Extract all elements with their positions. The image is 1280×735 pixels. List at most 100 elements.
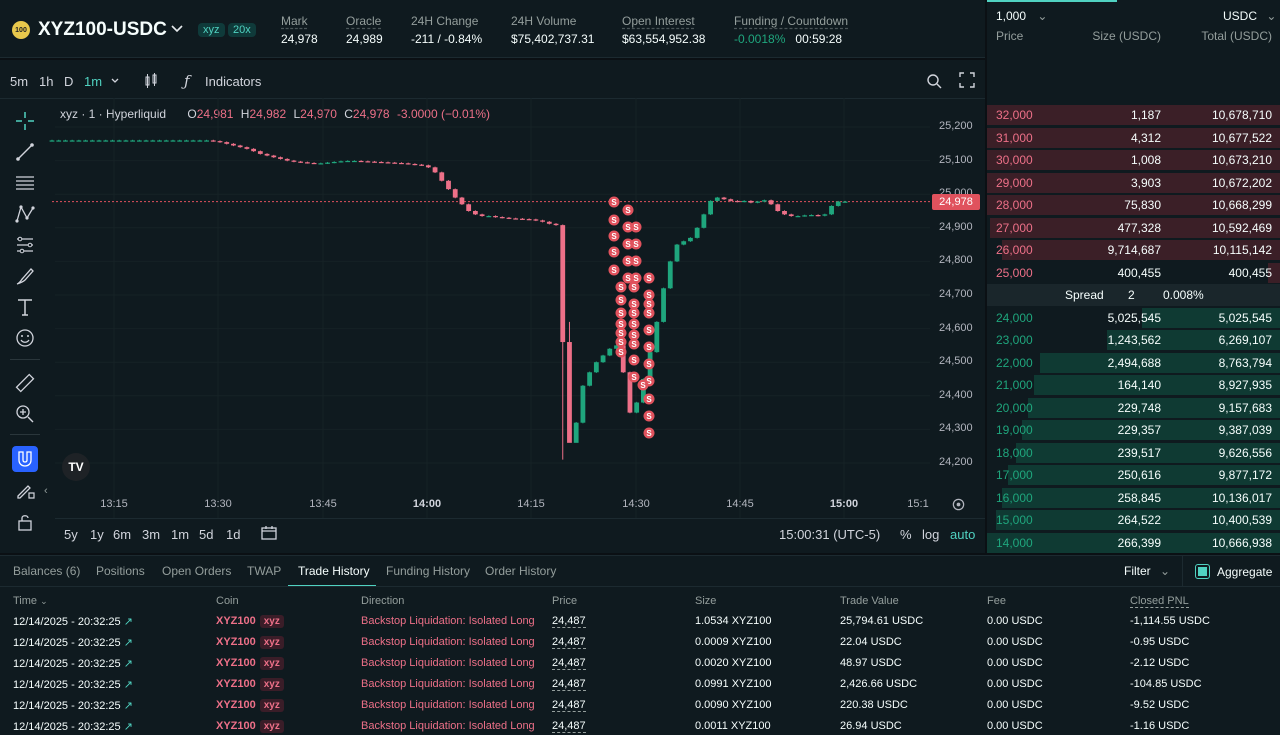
bid-row[interactable]: 23,000 1,243,562 6,269,107 xyxy=(987,329,1280,351)
ask-row[interactable]: 28,000 75,830 10,668,299 xyxy=(987,194,1280,216)
ask-row[interactable]: 29,000 3,903 10,672,202 xyxy=(987,172,1280,194)
market-symbol[interactable]: XYZ100-USDC xyxy=(38,19,167,40)
interval-5m[interactable]: 5m xyxy=(10,74,29,89)
trade-coin[interactable]: XYZ100 xyz xyxy=(216,678,284,691)
lock-icon[interactable] xyxy=(12,509,38,535)
fib-lines-icon[interactable] xyxy=(12,170,38,196)
settings-icon[interactable] xyxy=(951,497,966,515)
bid-row[interactable]: 14,000 266,399 10,666,938 xyxy=(987,532,1280,554)
external-link-icon[interactable]: ↗ xyxy=(123,637,133,649)
candle-body xyxy=(432,167,438,173)
interval-1m[interactable]: 1m xyxy=(84,74,103,89)
bid-total: 6,269,107 xyxy=(1218,333,1272,347)
screenshot-icon[interactable] xyxy=(925,71,943,92)
bid-row[interactable]: 18,000 239,517 9,626,556 xyxy=(987,442,1280,464)
bid-price: 21,000 xyxy=(996,378,1033,392)
tick-size-select[interactable]: 1,000 ⌄ xyxy=(996,9,1048,23)
ask-row[interactable]: 31,000 4,312 10,677,522 xyxy=(987,127,1280,149)
tab-balances[interactable]: Balances (6) xyxy=(13,564,81,578)
leverage-badge[interactable]: 20x xyxy=(228,23,256,37)
date-range-icon[interactable] xyxy=(260,525,278,544)
trade-coin[interactable]: XYZ100 xyz xyxy=(216,720,284,733)
indicators-button[interactable]: Indicators xyxy=(205,74,262,89)
tab-trade-history[interactable]: Trade History xyxy=(298,564,370,578)
bid-row[interactable]: 16,000 258,845 10,136,017 xyxy=(987,487,1280,509)
function-icon[interactable]: ƒ xyxy=(184,72,190,90)
pattern-icon[interactable] xyxy=(12,201,38,227)
bid-row[interactable]: 19,000 229,357 9,387,039 xyxy=(987,419,1280,441)
timeframe-1d[interactable]: 1d xyxy=(226,527,241,542)
tab-order-history[interactable]: Order History xyxy=(485,564,557,578)
ruler-icon[interactable] xyxy=(12,370,38,396)
liquidation-marker-label: S xyxy=(633,257,639,266)
filter-dropdown[interactable]: Filter ⌄ xyxy=(1124,564,1171,578)
tab-open-orders[interactable]: Open Orders xyxy=(162,564,232,578)
bid-row[interactable]: 17,000 250,616 9,877,172 xyxy=(987,464,1280,486)
trade-coin[interactable]: XYZ100 xyz xyxy=(216,657,284,670)
interval-1h[interactable]: 1h xyxy=(39,74,54,89)
chevron-down-icon[interactable] xyxy=(170,21,184,38)
bid-row[interactable]: 20,000 229,748 9,157,683 xyxy=(987,397,1280,419)
candle-body xyxy=(533,219,539,221)
bid-row[interactable]: 24,000 5,025,545 5,025,545 xyxy=(987,307,1280,329)
ask-row[interactable]: 26,000 9,714,687 10,115,142 xyxy=(987,239,1280,261)
trendline-icon[interactable] xyxy=(12,139,38,165)
interval-d[interactable]: D xyxy=(64,74,74,89)
tab-twap[interactable]: TWAP xyxy=(247,564,282,578)
trade-coin[interactable]: XYZ100 xyz xyxy=(216,636,284,649)
lock-drawing-icon[interactable] xyxy=(12,477,38,503)
timeframe-1y[interactable]: 1y xyxy=(90,527,104,542)
brush-icon[interactable] xyxy=(12,263,38,289)
timeframe-1m[interactable]: 1m xyxy=(171,527,190,542)
bid-row[interactable]: 21,000 164,140 8,927,935 xyxy=(987,374,1280,396)
bid-row[interactable]: 15,000 264,522 10,400,539 xyxy=(987,509,1280,531)
trade-coin[interactable]: XYZ100 xyz xyxy=(216,615,284,628)
trade-closed-pnl: -0.95 USDC xyxy=(1130,636,1190,648)
account-panel: Balances (6) Positions Open Orders TWAP … xyxy=(0,555,1280,735)
external-link-icon[interactable]: ↗ xyxy=(123,616,133,628)
fullscreen-icon[interactable] xyxy=(959,72,975,91)
text-icon[interactable] xyxy=(12,294,38,320)
timeframe-5d[interactable]: 5d xyxy=(199,527,214,542)
liquidation-marker-label: S xyxy=(611,216,617,225)
trade-closed-pnl: -1.16 USDC xyxy=(1130,720,1190,732)
trade-coin[interactable]: XYZ100 xyz xyxy=(216,699,284,712)
collapse-toolbar-icon[interactable]: ‹ xyxy=(44,485,48,497)
chevron-down-icon[interactable] xyxy=(110,75,120,89)
external-link-icon[interactable]: ↗ xyxy=(123,721,133,733)
bid-row[interactable]: 22,000 2,494,688 8,763,794 xyxy=(987,352,1280,374)
log-scale-toggle[interactable]: log xyxy=(922,527,940,542)
liquidation-marker xyxy=(643,341,655,353)
ask-size: 1,008 xyxy=(1130,153,1161,167)
tab-positions[interactable]: Positions xyxy=(96,564,145,578)
ask-size: 400,455 xyxy=(1117,265,1161,280)
projection-icon[interactable] xyxy=(12,232,38,258)
crosshair-icon[interactable] xyxy=(12,108,38,134)
percent-scale-toggle[interactable]: % xyxy=(900,527,912,542)
ask-row[interactable]: 25,000 400,455 400,455 xyxy=(987,262,1280,284)
liquidation-marker xyxy=(628,371,640,383)
currency-select[interactable]: USDC ⌄ xyxy=(1223,9,1277,23)
liquidation-marker xyxy=(643,272,655,284)
chart-clock[interactable]: 15:00:31 (UTC-5) xyxy=(779,527,881,542)
ask-row[interactable]: 32,000 1,187 10,678,710 xyxy=(987,104,1280,126)
external-link-icon[interactable]: ↗ xyxy=(123,658,133,670)
external-link-icon[interactable]: ↗ xyxy=(123,700,133,712)
auto-scale-toggle[interactable]: auto xyxy=(950,527,976,542)
ask-row[interactable]: 27,000 477,328 10,592,469 xyxy=(987,217,1280,239)
zoom-in-icon[interactable] xyxy=(12,401,38,427)
emoji-icon[interactable] xyxy=(12,325,38,351)
tab-funding-history[interactable]: Funding History xyxy=(386,564,471,578)
timeframe-5y[interactable]: 5y xyxy=(64,527,78,542)
liquidation-marker-label: S xyxy=(633,223,639,232)
magnet-icon[interactable] xyxy=(12,446,38,472)
candle-style-icon[interactable] xyxy=(142,72,160,93)
candle-body xyxy=(338,161,344,163)
ask-row[interactable]: 30,000 1,008 10,673,210 xyxy=(987,149,1280,171)
timeframe-3m[interactable]: 3m xyxy=(142,527,161,542)
external-link-icon[interactable]: ↗ xyxy=(123,679,133,691)
timeframe-6m[interactable]: 6m xyxy=(113,527,132,542)
col-time[interactable]: Time ⌄ xyxy=(13,595,48,607)
aggregate-checkbox[interactable] xyxy=(1195,564,1210,579)
